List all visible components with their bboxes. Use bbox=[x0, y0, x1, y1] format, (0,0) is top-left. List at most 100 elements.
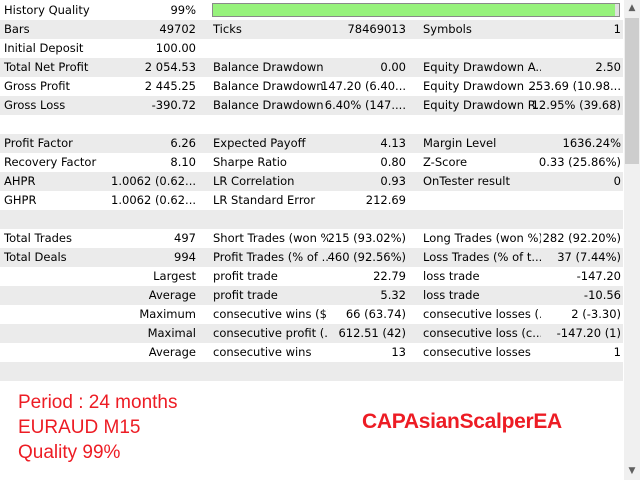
cell-value-2: 460 (92.56%) bbox=[327, 250, 406, 264]
cell-label-1: Gross Loss bbox=[4, 98, 66, 112]
cell-label-3: consecutive loss (c... bbox=[423, 326, 541, 340]
cell-label-2: LR Standard Error bbox=[213, 193, 316, 207]
table-row: Maximum consecutive wins ($) 66 (63.74) con… bbox=[0, 305, 623, 324]
cell-value-2: 147.20 (6.40... bbox=[321, 79, 406, 93]
brand-title: CAPAsianScalperEA bbox=[362, 410, 562, 433]
table-row: Gross Loss -390.72 Balance Drawdown ... 6.4… bbox=[0, 96, 623, 115]
cell-label-3: Loss Trades (% of t... bbox=[423, 250, 541, 264]
cell-value-3: 1636.24% bbox=[562, 136, 621, 150]
cell-label-1: Bars bbox=[4, 22, 30, 36]
table-row: Profit Factor 6.26 Expected Payoff 4.13 Marg… bbox=[0, 134, 623, 153]
cell-value-3: -147.20 bbox=[576, 269, 621, 283]
cell-value-1: 100.00 bbox=[155, 41, 196, 55]
cell-label-3: Symbols bbox=[423, 22, 472, 36]
cell-value-1: 2 445.25 bbox=[144, 79, 196, 93]
chevron-down-icon[interactable]: ▼ bbox=[628, 466, 636, 476]
cell-label-2: profit trade bbox=[213, 269, 278, 283]
cell-value-1: -390.72 bbox=[151, 98, 196, 112]
cell-value-3: 253.69 (10.98... bbox=[528, 79, 621, 93]
history-quality-bar bbox=[212, 3, 620, 17]
vertical-scrollbar[interactable]: ▲ ▼ bbox=[624, 0, 640, 480]
history-quality-value: 99% bbox=[170, 3, 196, 17]
cell-value-1: 994 bbox=[174, 250, 196, 264]
table-row: Total Net Profit 2 054.53 Balance Drawdown… bbox=[0, 58, 623, 77]
table-row bbox=[0, 210, 623, 229]
cell-label-2: consecutive wins bbox=[213, 345, 312, 359]
table-row: Maximal consecutive profit (... 612.51 (42… bbox=[0, 324, 623, 343]
cell-label-3: Equity Drawdown ... bbox=[423, 79, 539, 93]
cell-value-1: 8.10 bbox=[170, 155, 196, 169]
cell-label-2: Balance Drawdown ... bbox=[213, 98, 328, 112]
cell-label-3: Equity Drawdown R... bbox=[423, 98, 541, 112]
cell-value-3: 0 bbox=[613, 174, 621, 188]
quality-note: Quality 99% bbox=[18, 442, 121, 463]
cell-label-2: consecutive wins ($) bbox=[213, 307, 328, 321]
history-quality-fill bbox=[213, 4, 615, 16]
cell-value-1: Average bbox=[148, 345, 196, 359]
row-history-quality: History Quality 99% bbox=[0, 1, 623, 20]
cell-label-2: Balance Drawdown ... bbox=[213, 79, 328, 93]
cell-value-2: 0.80 bbox=[380, 155, 406, 169]
cell-value-2: 66 (63.74) bbox=[345, 307, 406, 321]
cell-label-2: LR Correlation bbox=[213, 174, 295, 188]
cell-value-1: 1.0062 (0.62... bbox=[111, 193, 196, 207]
cell-label-1: Profit Factor bbox=[4, 136, 73, 150]
table-row: AHPR 1.0062 (0.62... LR Correlation 0.93 OnT… bbox=[0, 172, 623, 191]
cell-value-3: 0.33 (25.86%) bbox=[538, 155, 621, 169]
cell-value-1: 2 054.53 bbox=[144, 60, 196, 74]
cell-label-3: OnTester result bbox=[423, 174, 510, 188]
table-row: Bars 49702 Ticks 78469013 Symbols 1 bbox=[0, 20, 623, 39]
table-row: Gross Profit 2 445.25 Balance Drawdown ...… bbox=[0, 77, 623, 96]
cell-value-1: Maximal bbox=[147, 326, 196, 340]
scrollbar-thumb[interactable] bbox=[625, 18, 639, 164]
cell-label-2: profit trade bbox=[213, 288, 278, 302]
cell-value-1: 1.0062 (0.62... bbox=[111, 174, 196, 188]
cell-value-2: 212.69 bbox=[365, 193, 406, 207]
cell-value-1: 6.26 bbox=[170, 136, 196, 150]
cell-value-2: 612.51 (42) bbox=[338, 326, 406, 340]
period-note: Period : 24 months bbox=[18, 392, 178, 413]
cell-label-1: Total Net Profit bbox=[4, 60, 89, 74]
cell-value-3: 12.95% (39.68) bbox=[531, 98, 621, 112]
cell-label-2: Ticks bbox=[213, 22, 242, 36]
cell-value-2: 22.79 bbox=[373, 269, 406, 283]
symbol-note: EURAUD M15 bbox=[18, 417, 141, 438]
chevron-up-icon[interactable]: ▲ bbox=[628, 3, 636, 13]
cell-label-3: Equity Drawdown A... bbox=[423, 60, 541, 74]
cell-value-2: 13 bbox=[391, 345, 406, 359]
history-quality-label: History Quality bbox=[4, 3, 90, 17]
table-row: Total Trades 497 Short Trades (won %) 215 (… bbox=[0, 229, 623, 248]
cell-value-1: 497 bbox=[174, 231, 196, 245]
table-row: Initial Deposit 100.00 bbox=[0, 39, 623, 58]
cell-label-1: Total Deals bbox=[4, 250, 67, 264]
cell-value-2: 5.32 bbox=[380, 288, 406, 302]
cell-value-1: Largest bbox=[153, 269, 196, 283]
cell-value-1: Maximum bbox=[139, 307, 196, 321]
cell-label-3: Long Trades (won %) bbox=[423, 231, 541, 245]
cell-label-2: Balance Drawdown ... bbox=[213, 60, 328, 74]
table-row: Average consecutive wins 13 consecutive los… bbox=[0, 343, 623, 362]
table-row bbox=[0, 362, 623, 381]
cell-label-3: consecutive losses bbox=[423, 345, 531, 359]
results-table: History Quality 99% Bars 49702 Ticks 784690… bbox=[0, 1, 623, 381]
cell-label-2: consecutive profit (... bbox=[213, 326, 328, 340]
cell-value-3: -147.20 (1) bbox=[556, 326, 621, 340]
cell-value-2: 78469013 bbox=[347, 22, 406, 36]
cell-value-3: -10.56 bbox=[583, 288, 621, 302]
table-row: Average profit trade 5.32 loss trade -10.56 bbox=[0, 286, 623, 305]
table-row bbox=[0, 115, 623, 134]
cell-value-2: 0.93 bbox=[380, 174, 406, 188]
cell-label-2: Sharpe Ratio bbox=[213, 155, 287, 169]
cell-value-3: 2 (-3.30) bbox=[571, 307, 621, 321]
cell-value-1: Average bbox=[148, 288, 196, 302]
table-row: Largest profit trade 22.79 loss trade -147.2… bbox=[0, 267, 623, 286]
cell-value-2: 4.13 bbox=[380, 136, 406, 150]
cell-label-3: loss trade bbox=[423, 288, 480, 302]
cell-label-3: Margin Level bbox=[423, 136, 497, 150]
cell-label-1: Initial Deposit bbox=[4, 41, 84, 55]
cell-label-3: Z-Score bbox=[423, 155, 468, 169]
cell-value-3: 282 (92.20%) bbox=[542, 231, 621, 245]
cell-value-3: 2.50 bbox=[595, 60, 621, 74]
table-row: GHPR 1.0062 (0.62... LR Standard Error 212.… bbox=[0, 191, 623, 210]
cell-label-1: GHPR bbox=[4, 193, 37, 207]
